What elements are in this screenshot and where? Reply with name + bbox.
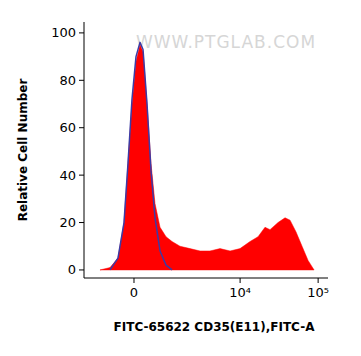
y-tick-label: 20 [59, 215, 76, 230]
x-axis-label: FITC-65622 CD35(E11),FITC-A [114, 320, 316, 334]
histogram-area [100, 45, 314, 270]
y-tick-label: 60 [59, 120, 76, 135]
x-tick [318, 278, 319, 283]
y-axis [84, 22, 85, 278]
histogram-line [110, 42, 172, 270]
x-tick-label: 0 [130, 285, 138, 300]
y-tick-label: 100 [51, 25, 76, 40]
x-tick [133, 278, 134, 283]
x-tick [240, 278, 241, 283]
x-axis [84, 278, 328, 279]
y-tick [79, 127, 84, 128]
y-tick [79, 32, 84, 33]
y-tick [79, 222, 84, 223]
y-tick-label: 0 [68, 262, 76, 277]
x-tick-label: 10⁵ [307, 285, 329, 300]
chart: WWW.PTGLAB.COM 0 20 40 60 80 100 0 10⁴ 10⁵ FITC-65… [0, 0, 361, 356]
y-tick [79, 175, 84, 176]
x-tick-label: 10⁴ [229, 285, 251, 300]
y-tick-label: 80 [59, 73, 76, 88]
watermark: WWW.PTGLAB.COM [136, 32, 316, 52]
y-tick-label: 40 [59, 168, 76, 183]
plot-area [100, 42, 314, 270]
y-axis-label: Relative Cell Number [16, 79, 30, 222]
y-tick [79, 80, 84, 81]
y-tick [79, 269, 84, 270]
